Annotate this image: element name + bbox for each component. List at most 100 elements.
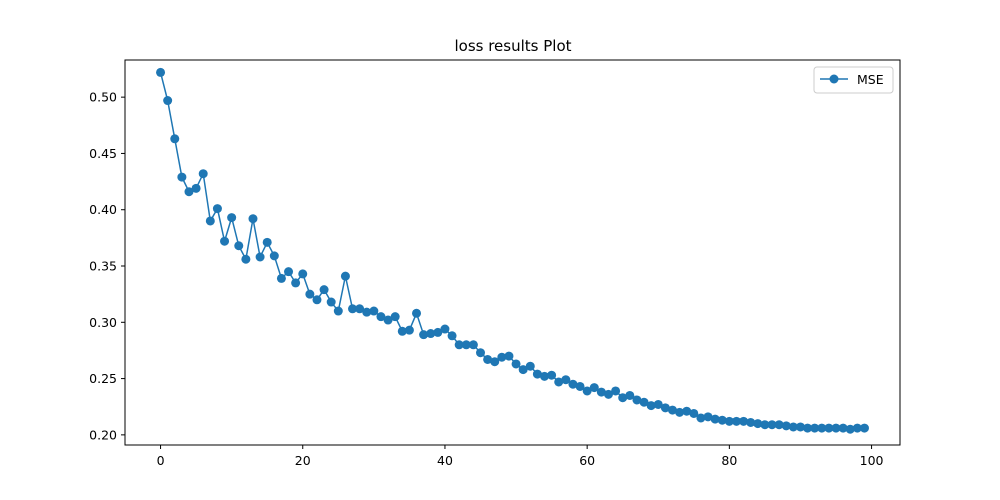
- data-point: [596, 387, 606, 397]
- legend: MSE: [813, 66, 894, 94]
- y-tick-label: 0.25: [89, 371, 117, 386]
- data-point: [454, 340, 464, 350]
- data-point: [369, 306, 379, 316]
- data-point: [675, 407, 685, 417]
- data-point: [838, 423, 848, 433]
- data-point: [198, 169, 208, 179]
- data-point: [476, 348, 486, 358]
- data-point: [618, 393, 628, 403]
- y-tick-label: 0.20: [89, 427, 117, 442]
- data-point: [717, 415, 727, 425]
- data-point: [653, 399, 663, 409]
- data-point: [419, 330, 429, 340]
- data-point: [212, 204, 222, 214]
- data-point: [284, 267, 294, 277]
- data-point: [568, 379, 578, 389]
- data-point: [625, 390, 635, 400]
- data-point: [333, 306, 343, 316]
- legend-marker: [829, 74, 839, 84]
- data-point: [824, 423, 834, 433]
- data-point: [433, 327, 443, 337]
- data-point: [248, 214, 258, 224]
- data-point: [525, 361, 535, 371]
- data-point: [710, 414, 720, 424]
- data-point: [227, 213, 237, 223]
- data-point: [305, 289, 315, 299]
- x-tick-label: 100: [860, 453, 884, 468]
- data-point: [852, 423, 862, 433]
- data-point: [326, 297, 336, 307]
- data-point: [390, 312, 400, 322]
- data-point: [376, 312, 386, 322]
- data-point: [319, 285, 329, 295]
- data-point: [760, 420, 770, 430]
- data-point: [255, 252, 265, 262]
- data-point: [163, 96, 173, 106]
- data-point: [262, 237, 272, 247]
- data-point: [355, 304, 365, 314]
- data-point: [383, 315, 393, 325]
- data-point: [170, 134, 180, 144]
- data-point: [298, 269, 308, 279]
- data-point: [795, 422, 805, 432]
- data-point: [461, 340, 471, 350]
- data-point: [703, 412, 713, 422]
- data-point: [184, 187, 194, 197]
- data-point: [312, 295, 322, 305]
- data-point: [276, 273, 286, 283]
- data-point: [177, 172, 187, 182]
- series-layer: [156, 67, 869, 434]
- data-point: [689, 408, 699, 418]
- x-tick-label: 60: [579, 453, 595, 468]
- axis-ticks: 0 20 40 60 80 100 0.20 0.25 0.30 0.35 0.40 0.45 0.50: [89, 90, 883, 468]
- data-point: [781, 421, 791, 431]
- y-tick-label: 0.40: [89, 202, 117, 217]
- data-point: [582, 386, 592, 396]
- x-tick-label: 0: [157, 453, 165, 468]
- data-point: [667, 405, 677, 415]
- data-point: [646, 401, 656, 411]
- data-point: [362, 307, 372, 317]
- data-point: [532, 369, 542, 379]
- data-point: [340, 271, 350, 281]
- data-point: [547, 370, 557, 380]
- data-point: [767, 420, 777, 430]
- data-point: [803, 423, 813, 433]
- data-point: [753, 419, 763, 429]
- data-point: [539, 371, 549, 381]
- data-point: [468, 340, 478, 350]
- data-point: [561, 375, 571, 385]
- x-tick-label: 40: [437, 453, 453, 468]
- data-point: [511, 359, 521, 369]
- data-point: [241, 254, 251, 264]
- y-tick-label: 0.45: [89, 146, 117, 161]
- x-tick-label: 20: [295, 453, 311, 468]
- data-point: [632, 395, 642, 405]
- data-point: [397, 326, 407, 336]
- data-point: [554, 377, 564, 387]
- data-point: [404, 325, 414, 335]
- data-point: [611, 386, 621, 396]
- data-point: [269, 251, 279, 261]
- data-point: [859, 423, 869, 433]
- data-point: [603, 389, 613, 399]
- data-point: [447, 331, 457, 341]
- data-point: [589, 383, 599, 393]
- data-point: [724, 416, 734, 426]
- data-point: [682, 406, 692, 416]
- data-point: [639, 397, 649, 407]
- data-point: [518, 365, 528, 375]
- data-point: [291, 278, 301, 288]
- data-point: [348, 304, 358, 314]
- data-point: [831, 423, 841, 433]
- data-point: [220, 236, 230, 246]
- data-point: [788, 422, 798, 432]
- data-point: [746, 417, 756, 427]
- y-tick-label: 0.50: [89, 90, 117, 105]
- data-point: [205, 216, 215, 226]
- data-point: [504, 351, 514, 361]
- data-point: [731, 416, 741, 426]
- data-point: [483, 354, 493, 364]
- y-tick-label: 0.35: [89, 259, 117, 274]
